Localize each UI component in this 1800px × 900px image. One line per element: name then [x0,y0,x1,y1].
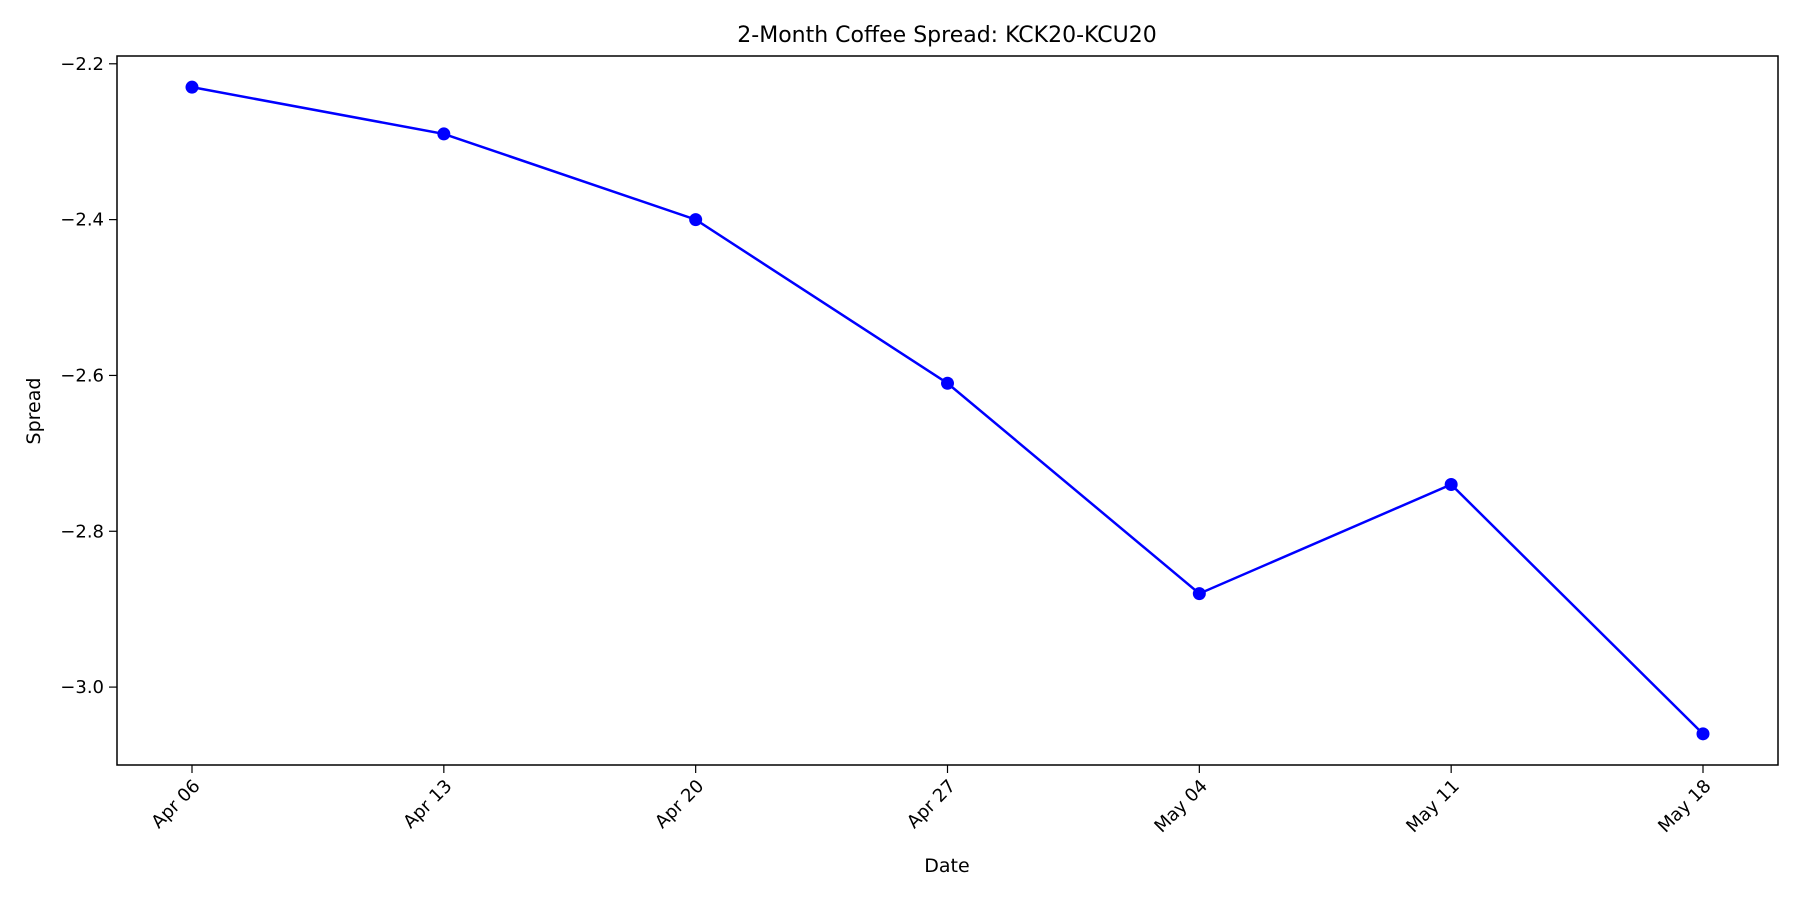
y-tick-label: −3.0 [60,677,104,698]
y-tick-label: −2.8 [60,521,104,542]
series-layer [185,80,1710,741]
x-tick-label: Apr 13 [399,776,456,833]
x-tick-label: May 11 [1402,776,1463,837]
x-axis-label: Date [924,855,969,877]
y-tick-label: −2.6 [60,365,104,386]
data-point [1192,587,1206,601]
y-tick-label: −2.4 [60,210,104,231]
plot-frame [116,55,1779,766]
x-tick-label: Apr 20 [651,776,708,833]
data-point [437,127,451,141]
data-point [941,376,954,390]
y-axis-label: Spread [23,378,45,445]
x-tick-label: May 04 [1150,776,1211,837]
y-tick-label: −2.2 [60,54,104,75]
x-tick-label: Apr 06 [147,776,204,833]
data-point [689,213,703,227]
series-line [191,85,1704,735]
data-point [1444,478,1458,492]
y-axis: −3.0 −2.8 −2.6 −2.4 −2.2 [60,54,117,698]
x-axis: Apr 06 Apr 13 Apr 20 Apr 27 May 04 May 11 May … [147,765,1716,837]
x-tick-label: May 18 [1654,776,1715,837]
x-tick-label: Apr 27 [903,776,960,833]
data-point [185,80,199,94]
chart-title: 2-Month Coffee Spread: KCK20-KCU20 [737,23,1156,48]
data-point [1696,727,1710,741]
